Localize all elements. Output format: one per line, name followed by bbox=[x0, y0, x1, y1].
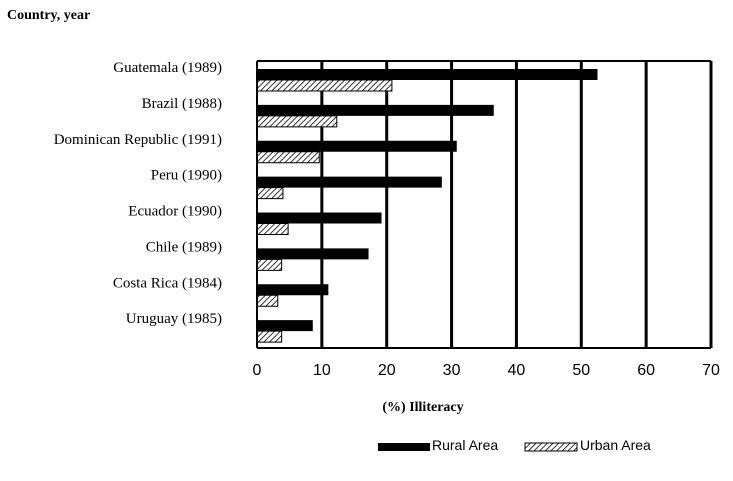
urban-bar-5 bbox=[256, 258, 283, 271]
rural-bar-0 bbox=[257, 69, 598, 80]
category-label: Peru (1990) bbox=[151, 168, 222, 184]
rural-bar-1 bbox=[257, 104, 494, 116]
x-tick-label: 40 bbox=[508, 362, 526, 379]
category-labels: Guatemala (1989) Brazil (1988) Dominican R… bbox=[54, 60, 222, 327]
category-label: Costa Rica (1984) bbox=[113, 275, 222, 291]
urban-bar-3 bbox=[256, 187, 284, 200]
rural-bar-4 bbox=[257, 212, 382, 224]
x-tick-label: 50 bbox=[572, 362, 590, 379]
category-label: Chile (1989) bbox=[146, 239, 222, 255]
category-label: Guatemala (1989) bbox=[113, 60, 222, 76]
rural-bar-3 bbox=[257, 176, 442, 188]
plot-frame bbox=[256, 60, 711, 349]
x-axis-label: (%) Illiteracy bbox=[382, 400, 463, 415]
category-label: Uruguay (1985) bbox=[126, 311, 222, 327]
bars bbox=[256, 69, 598, 343]
x-tick-label: 0 bbox=[253, 362, 262, 379]
x-tick-label: 30 bbox=[443, 362, 461, 379]
rural-bar-6 bbox=[257, 284, 329, 296]
legend-label-urban: Urban Area bbox=[580, 437, 651, 453]
x-tick-label: 20 bbox=[378, 362, 396, 379]
legend-label-rural: Rural Area bbox=[432, 437, 498, 453]
x-tick-labels: 0 10 20 30 40 50 60 70 bbox=[253, 362, 720, 379]
rural-bar-5 bbox=[257, 248, 369, 260]
legend: Rural Area Urban Area bbox=[378, 437, 651, 453]
x-tick-label: 60 bbox=[637, 362, 655, 379]
urban-bar-7 bbox=[256, 330, 283, 343]
urban-bar-1 bbox=[256, 115, 338, 128]
legend-swatch-urban bbox=[524, 442, 578, 452]
category-label: Ecuador (1990) bbox=[128, 204, 222, 220]
urban-bar-0 bbox=[256, 79, 393, 92]
urban-bar-2 bbox=[256, 151, 320, 164]
rural-bar-2 bbox=[257, 140, 457, 152]
grid-lines bbox=[320, 61, 713, 348]
legend-swatch-rural bbox=[378, 443, 430, 451]
urban-bar-4 bbox=[256, 223, 289, 235]
chart-title: Country, year bbox=[7, 8, 90, 23]
category-label: Brazil (1988) bbox=[142, 96, 222, 112]
category-label: Dominican Republic (1991) bbox=[54, 132, 222, 148]
rural-bar-7 bbox=[257, 320, 313, 332]
x-tick-label: 70 bbox=[702, 362, 720, 379]
urban-bar-6 bbox=[256, 294, 279, 307]
x-tick-label: 10 bbox=[313, 362, 331, 379]
